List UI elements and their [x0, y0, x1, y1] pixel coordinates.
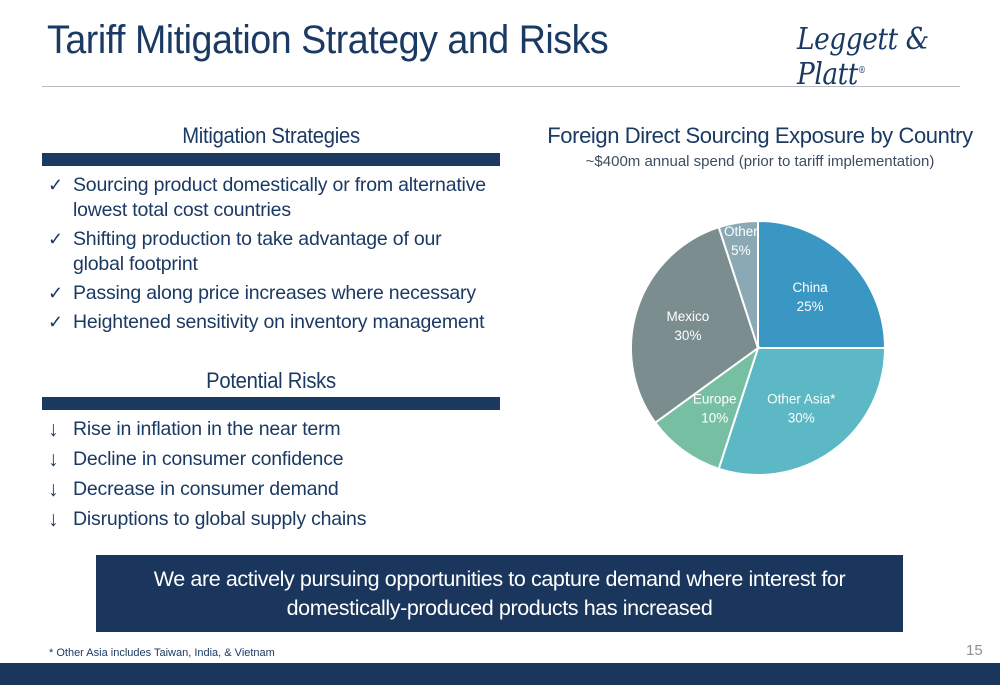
mitigation-item: Heightened sensitivity on inventory mana… — [73, 311, 485, 333]
mitigation-item: Passing along price increases where nece… — [73, 282, 476, 304]
title-divider — [42, 86, 960, 87]
checkmark-icon: ✓ — [48, 312, 63, 332]
risks-list: ↓ Rise in inflation in the near term ↓ Dec… — [48, 417, 493, 537]
list-item: ✓ Passing along price increases where nec… — [48, 281, 493, 306]
callout-banner: We are actively pursuing opportunities t… — [96, 555, 903, 632]
risk-item: Decrease in consumer demand — [73, 478, 339, 500]
checkmark-icon: ✓ — [48, 229, 63, 249]
list-item: ✓ Shifting production to take advantage o… — [48, 227, 493, 277]
slice-value: 10% — [701, 411, 728, 426]
slice-value: 30% — [788, 411, 815, 426]
slice-value: 30% — [674, 328, 701, 343]
slice-value: 25% — [797, 299, 824, 314]
list-item: ↓ Rise in inflation in the near term — [48, 417, 493, 442]
risks-heading: Potential Risks — [206, 368, 336, 393]
slice-label: Other — [724, 224, 758, 239]
page-number: 15 — [966, 642, 983, 659]
mitigation-item: Shifting production to take advantage of… — [73, 228, 442, 275]
chart-title: Foreign Direct Sourcing Exposure by Coun… — [547, 123, 973, 148]
down-arrow-icon: ↓ — [48, 478, 59, 501]
slice-label: Other Asia* — [767, 392, 836, 407]
registered-mark: ® — [857, 66, 866, 76]
pie-slice-other — [717, 219, 759, 349]
down-arrow-icon: ↓ — [48, 448, 59, 471]
list-item: ↓ Disruptions to global supply chains — [48, 507, 493, 532]
risk-item: Rise in inflation in the near term — [73, 418, 341, 440]
risk-item: Disruptions to global supply chains — [73, 508, 367, 530]
list-item: ↓ Decline in consumer confidence — [48, 447, 493, 472]
callout-text: We are actively pursuing opportunities t… — [153, 566, 846, 620]
down-arrow-icon: ↓ — [48, 508, 59, 531]
slice-label: China — [792, 280, 828, 295]
mitigation-bar — [42, 153, 500, 166]
pie-chart: China 25% Other Asia* 30% Europe 10% Mexico 30%… — [630, 219, 887, 476]
pie-slice-other-asia — [717, 347, 887, 476]
pie-slice-china — [757, 219, 887, 349]
logo-text: Leggett & Platt — [797, 22, 929, 92]
slice-value: 5% — [731, 243, 751, 258]
mitigation-heading: Mitigation Strategies — [182, 123, 360, 148]
checkmark-icon: ✓ — [48, 175, 63, 195]
risk-item: Decline in consumer confidence — [73, 448, 344, 470]
down-arrow-icon: ↓ — [48, 418, 59, 441]
checkmark-icon: ✓ — [48, 283, 63, 303]
risks-bar — [42, 397, 500, 410]
page-title: Tariff Mitigation Strategy and Risks — [47, 18, 609, 62]
pie-slice-europe — [653, 345, 760, 471]
list-item: ✓ Sourcing product domestically or from a… — [48, 173, 493, 223]
slice-label: Europe — [693, 392, 737, 407]
list-item: ↓ Decrease in consumer demand — [48, 477, 493, 502]
mitigation-item: Sourcing product domestically or from al… — [73, 174, 486, 221]
slice-label: Mexico — [667, 309, 710, 324]
pie-slice-mexico — [630, 225, 760, 425]
mitigation-list: ✓ Sourcing product domestically or from a… — [48, 173, 493, 339]
list-item: ✓ Heightened sensitivity on inventory man… — [48, 310, 493, 335]
footer-bar — [0, 663, 1000, 685]
footnote: * Other Asia includes Taiwan, India, & V… — [49, 647, 275, 659]
company-logo: Leggett & Platt® — [797, 22, 976, 92]
chart-subtitle: ~$400m annual spend (prior to tariff imp… — [585, 153, 935, 170]
